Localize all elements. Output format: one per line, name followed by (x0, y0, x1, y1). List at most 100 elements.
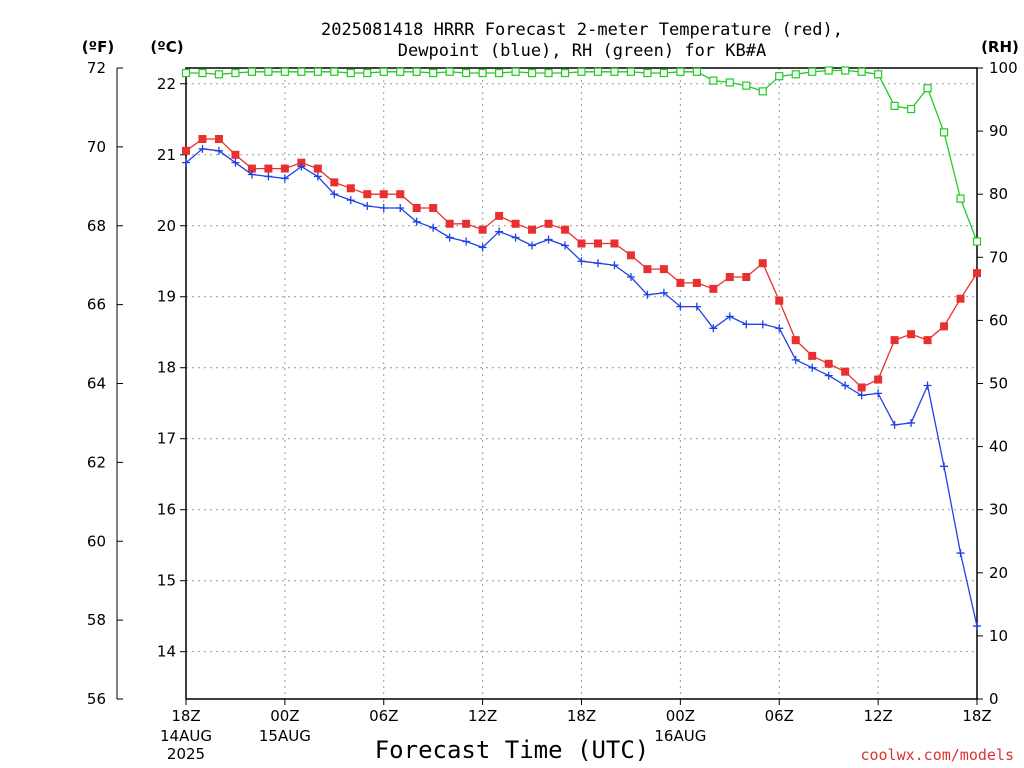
rh-point (808, 67, 817, 76)
site-credit: coolwx.com/models (860, 746, 1014, 764)
celsius-axis: 14 15 16 17 18 19 20 21 22 (157, 75, 186, 661)
dewpoint-point (874, 389, 883, 398)
temperature-point (709, 284, 718, 293)
dewpoint-point (593, 259, 602, 268)
time-tick-label: 18Z (962, 707, 991, 725)
fahrenheit-tick-label: 58 (87, 611, 106, 629)
dewpoint-point (626, 273, 635, 282)
rh-point (462, 68, 471, 78)
rh-tick-label: 90 (989, 122, 1008, 140)
temperature-point (363, 190, 372, 199)
dewpoint-point (264, 172, 273, 181)
temperature-point (528, 225, 537, 234)
rh-tick-label: 70 (989, 248, 1008, 266)
temperature-point (775, 296, 784, 305)
temperature-point (396, 190, 405, 199)
rh-point (857, 67, 866, 76)
rh-point (725, 78, 734, 87)
dewpoint-point (379, 204, 388, 213)
time-tick-label: 06Z (765, 707, 794, 725)
dewpoint-point (429, 223, 438, 232)
dewpoint-point (775, 324, 784, 333)
dewpoint-point (478, 243, 487, 252)
rh-point (758, 87, 767, 96)
rh-point (280, 67, 289, 76)
temperature-point (874, 375, 883, 384)
dewpoint-point (610, 261, 619, 270)
rh-point (214, 70, 224, 79)
temperature-point (462, 219, 471, 228)
temperature-point (890, 336, 899, 345)
time-tick-label: 12Z (863, 707, 892, 725)
rh-point (972, 237, 982, 246)
rh-tick-label: 100 (989, 59, 1018, 77)
rh-point (412, 67, 421, 76)
celsius-tick-label: 21 (157, 146, 176, 164)
fahrenheit-tick-label: 60 (87, 532, 106, 550)
rh-point (742, 81, 751, 90)
dewpoint-point (511, 233, 520, 242)
time-tick-label: 12Z (468, 707, 497, 725)
temperature-point (808, 351, 817, 360)
temperature-point (495, 211, 504, 220)
dewpoint-point (824, 371, 833, 380)
temperature-point (692, 278, 701, 287)
temperature-point (973, 269, 981, 278)
dewpoint-point (643, 290, 652, 299)
rh-point (643, 68, 652, 78)
celsius-tick-label: 17 (157, 430, 176, 448)
temperature-series (182, 134, 981, 392)
celsius-unit-label: (ºC) (150, 38, 183, 56)
temperature-point (593, 239, 602, 248)
rh-point (363, 68, 372, 78)
celsius-tick-label: 20 (157, 217, 176, 235)
fahrenheit-tick-label: 72 (87, 59, 106, 77)
rh-point (824, 66, 833, 75)
rh-point (527, 68, 537, 78)
temperature-point (429, 204, 438, 213)
temperature-point (379, 190, 388, 199)
dewpoint-point (923, 381, 932, 390)
temperature-point (907, 330, 916, 339)
rh-point (939, 128, 949, 137)
rh-point (923, 84, 932, 93)
dewpoint-point (676, 302, 685, 311)
celsius-tick-label: 22 (157, 75, 176, 93)
rh-tick-label: 20 (989, 564, 1008, 582)
dewpoint-point (725, 312, 734, 321)
rh-point (874, 70, 883, 79)
temperature-point (725, 273, 734, 282)
dewpoint-point (346, 196, 355, 205)
chart-title-line-1: 2025081418 HRRR Forecast 2-meter Tempera… (321, 20, 843, 40)
dewpoint-point (692, 302, 701, 311)
rh-tick-label: 10 (989, 627, 1008, 645)
fahrenheit-tick-label: 68 (87, 217, 106, 235)
dewpoint-point (330, 190, 339, 199)
fahrenheit-unit-label: (ºF) (82, 38, 114, 56)
celsius-tick-label: 16 (157, 501, 176, 519)
temperature-point (264, 164, 273, 173)
rh-point (495, 68, 504, 78)
dewpoint-point (231, 158, 240, 167)
temperature-point (280, 164, 289, 173)
dewpoint-point (561, 241, 570, 250)
dewpoint-point (758, 320, 767, 329)
rh-point (791, 70, 800, 79)
rh-line (186, 69, 978, 242)
dewpoint-point (363, 202, 372, 211)
rh-point (198, 68, 207, 78)
rh-point (429, 68, 438, 78)
time-tick-label: 06Z (369, 707, 398, 725)
temperature-point (742, 273, 751, 282)
rh-point (445, 67, 454, 76)
dewpoint-point (742, 320, 751, 329)
rh-point (709, 76, 718, 85)
rh-point (610, 67, 619, 76)
rh-point (775, 72, 784, 81)
time-tick-label: 18Z (567, 707, 596, 725)
rh-tick-label: 40 (989, 438, 1008, 456)
dewpoint-point (445, 233, 454, 242)
rh-point (841, 66, 850, 75)
temperature-point (182, 146, 190, 155)
